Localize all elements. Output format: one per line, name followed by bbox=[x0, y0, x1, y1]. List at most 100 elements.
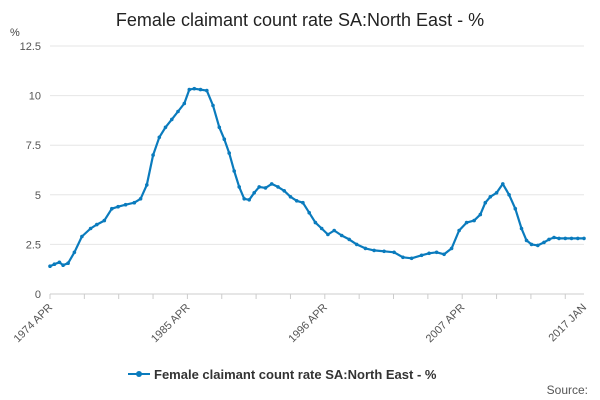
data-point bbox=[434, 250, 439, 255]
data-point bbox=[252, 191, 256, 195]
grid-lines bbox=[50, 45, 584, 295]
data-point bbox=[57, 260, 62, 265]
data-point bbox=[282, 189, 287, 193]
data-point bbox=[326, 232, 330, 237]
data-point bbox=[419, 253, 424, 258]
data-point bbox=[547, 237, 551, 242]
data-point bbox=[301, 200, 305, 205]
legend[interactable]: Female claimant count rate SA:North East… bbox=[128, 367, 437, 382]
data-point bbox=[442, 252, 446, 257]
data-point bbox=[138, 197, 143, 201]
data-point bbox=[494, 191, 499, 195]
data-point bbox=[123, 202, 128, 207]
data-point bbox=[347, 237, 352, 242]
data-point bbox=[170, 117, 174, 122]
data-point bbox=[478, 212, 483, 217]
x-axis: 1974 APR 1985 APR 1996 APR 2007 APR 2017 JAN bbox=[12, 293, 589, 346]
data-point bbox=[48, 264, 52, 269]
data-point bbox=[294, 199, 299, 203]
data-point bbox=[507, 193, 511, 197]
data-point bbox=[582, 236, 586, 241]
data-point bbox=[354, 242, 359, 247]
data-point bbox=[529, 242, 534, 247]
data-point bbox=[145, 183, 149, 187]
data-point bbox=[569, 236, 574, 241]
data-point bbox=[552, 235, 556, 240]
data-point bbox=[427, 251, 431, 256]
data-point bbox=[151, 153, 155, 157]
data-point bbox=[392, 250, 396, 255]
data-point bbox=[72, 250, 77, 255]
data-point bbox=[217, 125, 222, 130]
data-point bbox=[382, 249, 386, 254]
y-axis-ticks: 0 2.5 5 7.5 10 12.5 bbox=[20, 41, 41, 301]
data-point bbox=[257, 185, 262, 189]
series-layer bbox=[48, 86, 586, 269]
data-point bbox=[276, 185, 280, 189]
data-point bbox=[488, 195, 493, 199]
x-tick-label: 2017 JAN bbox=[546, 302, 589, 345]
y-tick-label: 7.5 bbox=[26, 140, 41, 152]
data-point bbox=[52, 262, 57, 267]
data-point bbox=[263, 186, 268, 190]
data-point bbox=[524, 238, 529, 243]
data-point bbox=[464, 220, 469, 225]
x-tick-label: 1985 APR bbox=[149, 302, 193, 346]
x-tick-label: 1974 APR bbox=[12, 302, 56, 346]
data-point bbox=[457, 228, 461, 233]
data-point bbox=[95, 222, 99, 227]
data-point bbox=[163, 125, 168, 130]
data-point bbox=[237, 185, 241, 189]
data-point bbox=[242, 197, 246, 201]
data-point bbox=[536, 243, 540, 248]
data-point bbox=[288, 195, 293, 199]
data-point bbox=[519, 226, 524, 231]
data-point bbox=[66, 261, 70, 266]
data-point bbox=[182, 101, 187, 106]
data-point bbox=[563, 236, 568, 241]
data-point bbox=[339, 233, 344, 238]
data-point bbox=[483, 200, 488, 205]
data-point bbox=[110, 206, 114, 211]
data-point bbox=[192, 86, 197, 91]
data-point bbox=[542, 240, 546, 245]
data-point bbox=[80, 234, 84, 239]
data-point bbox=[576, 236, 580, 241]
data-point bbox=[205, 88, 209, 93]
data-point bbox=[449, 246, 454, 251]
data-point bbox=[501, 182, 505, 186]
data-point bbox=[332, 228, 337, 233]
data-point bbox=[88, 226, 93, 231]
x-tick-label: 2007 APR bbox=[424, 302, 468, 346]
x-tick-label: 1996 APR bbox=[286, 302, 330, 346]
y-tick-label: 2.5 bbox=[26, 239, 41, 251]
data-point bbox=[176, 109, 180, 114]
legend-label: Female claimant count rate SA:North East… bbox=[154, 367, 437, 382]
data-point bbox=[247, 198, 251, 202]
y-tick-label: 5 bbox=[35, 190, 41, 202]
data-point bbox=[61, 263, 65, 268]
y-tick-label: 12.5 bbox=[20, 41, 41, 53]
y-tick-label: 0 bbox=[35, 289, 41, 301]
series-line bbox=[49, 87, 584, 268]
data-point bbox=[307, 210, 312, 215]
y-tick-label: 10 bbox=[29, 91, 41, 103]
data-point bbox=[232, 169, 236, 173]
data-point bbox=[409, 256, 414, 261]
data-point bbox=[401, 255, 405, 260]
source-label: Source: bbox=[547, 383, 588, 397]
data-point bbox=[269, 182, 274, 186]
data-point bbox=[319, 226, 324, 231]
data-point bbox=[211, 103, 215, 108]
data-point bbox=[132, 200, 137, 205]
data-point bbox=[472, 218, 476, 223]
data-point bbox=[363, 246, 368, 251]
data-point bbox=[102, 218, 107, 223]
data-point bbox=[313, 220, 318, 225]
data-point bbox=[198, 87, 203, 92]
y-axis-unit: % bbox=[10, 27, 20, 39]
data-point bbox=[227, 151, 231, 155]
legend-point-marker bbox=[136, 371, 142, 377]
data-point bbox=[372, 248, 376, 253]
